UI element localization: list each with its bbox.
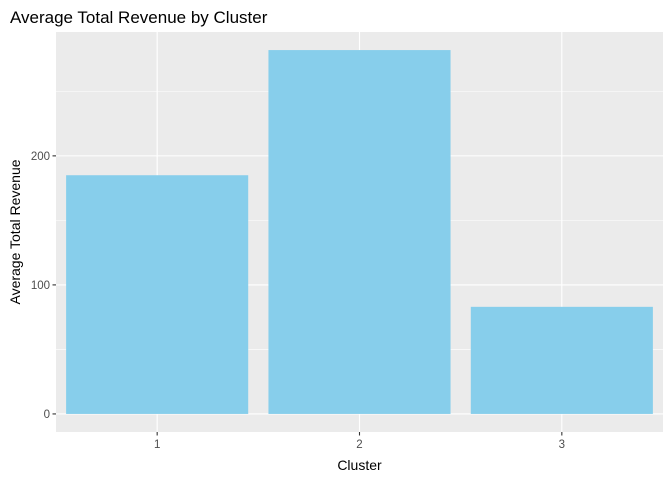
- x-axis-title: Cluster: [337, 457, 382, 473]
- bars: [66, 50, 653, 414]
- bar-cluster-1: [66, 175, 249, 414]
- y-tick-label: 200: [31, 151, 50, 163]
- y-tick-label: 0: [44, 409, 50, 421]
- chart-title: Average Total Revenue by Cluster: [10, 8, 268, 27]
- y-axis-title: Average Total Revenue: [7, 159, 23, 304]
- y-axis: 0 100 200: [31, 151, 56, 421]
- x-tick-label: 2: [356, 439, 362, 451]
- y-tick-label: 100: [31, 280, 50, 292]
- x-tick-label: 1: [154, 439, 160, 451]
- bar-cluster-3: [470, 306, 653, 414]
- x-axis: 1 2 3: [154, 432, 565, 451]
- bar-cluster-2: [268, 50, 451, 414]
- x-tick-label: 3: [559, 439, 565, 451]
